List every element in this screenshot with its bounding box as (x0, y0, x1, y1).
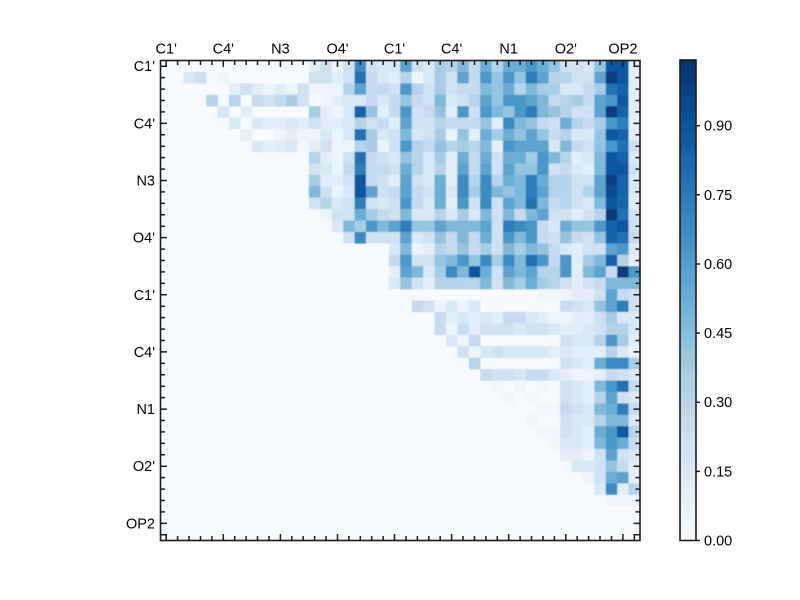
svg-text:OP2: OP2 (126, 516, 155, 532)
svg-text:0.00: 0.00 (704, 534, 732, 550)
svg-text:O4': O4' (326, 42, 348, 58)
svg-text:O2': O2' (133, 459, 155, 475)
svg-text:0.45: 0.45 (704, 326, 732, 342)
svg-text:N1: N1 (136, 402, 155, 418)
svg-text:O4': O4' (133, 231, 155, 247)
svg-text:0.60: 0.60 (704, 257, 732, 273)
svg-text:C4': C4' (134, 116, 156, 132)
svg-text:0.15: 0.15 (704, 464, 732, 480)
svg-text:0.75: 0.75 (704, 188, 732, 204)
svg-text:C4': C4' (441, 42, 463, 58)
svg-text:O2': O2' (555, 42, 577, 58)
svg-text:C4': C4' (213, 42, 235, 58)
svg-text:C1': C1' (156, 42, 178, 58)
svg-text:C1': C1' (384, 42, 406, 58)
svg-text:C1': C1' (134, 59, 156, 75)
svg-text:N3: N3 (136, 174, 155, 190)
svg-text:C1': C1' (134, 288, 156, 304)
svg-text:OP2: OP2 (608, 42, 637, 58)
svg-text:N3: N3 (271, 42, 290, 58)
svg-text:0.30: 0.30 (704, 395, 732, 411)
svg-text:N1: N1 (499, 42, 518, 58)
svg-text:0.90: 0.90 (704, 119, 732, 135)
svg-text:C4': C4' (134, 345, 156, 361)
